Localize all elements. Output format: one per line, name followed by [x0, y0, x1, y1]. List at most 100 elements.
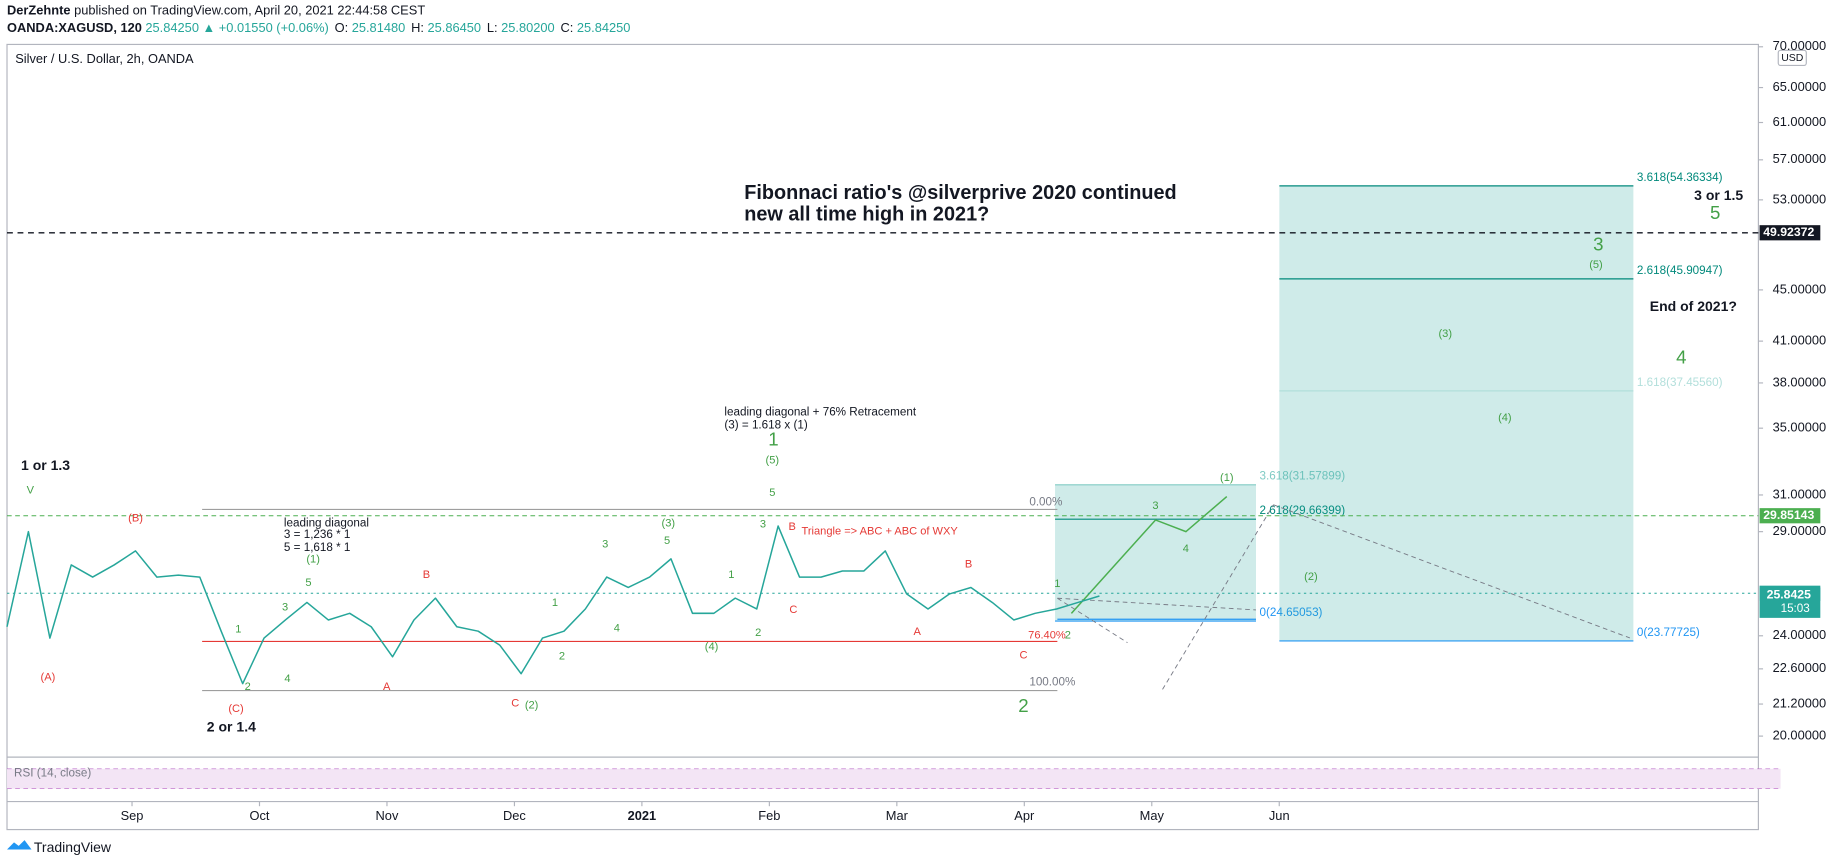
annotation: B — [423, 569, 430, 581]
annotation: (2) — [525, 700, 539, 712]
fib-label: 3.618(31.57899) — [1260, 470, 1346, 483]
quote-part: C: — [561, 21, 574, 36]
logo-icon — [7, 840, 32, 850]
fib-label: 1.618(37.45560) — [1637, 376, 1723, 389]
annotation: (A) — [41, 672, 56, 684]
fib-zone — [1279, 185, 1634, 641]
annotation: C — [511, 697, 519, 709]
annotation: 1 — [768, 428, 778, 449]
indicator-label: RSI (14, close) — [14, 767, 91, 780]
y-tick-label: 41.00000 — [1773, 333, 1827, 348]
x-tick-label: May — [1140, 808, 1165, 823]
annotation: 4 — [1676, 347, 1686, 368]
projection-dashed — [1057, 597, 1257, 611]
fib-zone — [1055, 484, 1256, 622]
annotation: 1 — [1054, 578, 1060, 590]
annotation: C — [1019, 649, 1027, 661]
annotation: 2 or 1.4 — [207, 719, 256, 735]
x-tick-label: 2021 — [628, 808, 657, 823]
annotation: 0.00% — [1029, 496, 1062, 509]
x-tick-label: Sep — [121, 808, 144, 823]
annotation: (2) — [1304, 571, 1318, 583]
price-line-series — [6, 525, 1100, 685]
annotation: (3) — [662, 517, 676, 529]
annotation: 2 — [1065, 630, 1071, 642]
quote-part: L: — [487, 21, 498, 36]
fib-label: 3.618(54.36334) — [1637, 171, 1723, 184]
quote-part: O: — [335, 21, 349, 36]
annotation: (4) — [705, 641, 719, 653]
annotation: (4) — [1498, 412, 1512, 424]
x-tick-label: Apr — [1014, 808, 1035, 823]
fib-label: 2.618(45.90947) — [1637, 264, 1723, 277]
price-tag-label: 29.85143 — [1763, 508, 1814, 522]
annotation: 2 — [755, 627, 761, 639]
annotation: (3) = 1.618 x (1) — [724, 418, 807, 431]
annotation: 3 — [1152, 500, 1158, 512]
annotation: 2 — [1018, 695, 1028, 716]
price-tag — [1759, 225, 1821, 241]
y-tick-label: 38.00000 — [1773, 374, 1827, 389]
annotation: new all time high in 2021? — [744, 203, 989, 225]
price-tag — [1759, 587, 1821, 618]
fib-label: 0(23.77725) — [1637, 626, 1700, 639]
annotation: End of 2021? — [1650, 298, 1737, 314]
annotation: 5 = 1,618 * 1 — [284, 541, 351, 554]
annotation: 76.40% — [1028, 630, 1066, 642]
annotation: (5) — [1589, 259, 1603, 271]
annotation: 3 — [760, 519, 766, 531]
annotation: 3 — [1593, 233, 1603, 254]
quote-part: 25.86450 — [427, 21, 481, 36]
projection-path — [1070, 496, 1228, 614]
footer: TradingView — [34, 839, 112, 855]
quote-part: 25.84250 ▲ +0.01550 (+0.06%) — [145, 21, 328, 36]
y-tick-label: 35.00000 — [1773, 420, 1827, 435]
y-tick-label: 22.60000 — [1773, 660, 1827, 675]
chart-frame — [6, 43, 1759, 831]
annotation: 100.00% — [1029, 675, 1075, 688]
x-tick-label: Oct — [250, 808, 270, 823]
quote-part: H: — [411, 21, 424, 36]
annotation: leading diagonal + 76% Retracement — [724, 406, 916, 419]
price-tag — [1759, 508, 1821, 524]
annotation: (1) — [306, 554, 320, 566]
annotation: leading diagonal — [284, 517, 369, 530]
annotation: 1 — [552, 597, 558, 609]
annotation: (B) — [128, 513, 143, 525]
quote-part: 25.84250 — [577, 21, 631, 36]
annotation: 1 — [235, 624, 241, 636]
price-tag-label: 25.8425 — [1767, 587, 1811, 601]
annotation: 5 — [769, 487, 775, 499]
annotation: B — [965, 558, 972, 570]
quote-part: 25.80200 — [501, 21, 555, 36]
annotation: 3 or 1.5 — [1694, 187, 1743, 203]
y-tick-label: 70.00000 — [1773, 38, 1827, 53]
annotation: Fibonnaci ratio's @silverprive 2020 cont… — [744, 182, 1176, 204]
annotation: C — [789, 604, 797, 616]
y-tick-label: 65.00000 — [1773, 79, 1827, 94]
chart-title: Silver / U.S. Dollar, 2h, OANDA — [15, 51, 194, 66]
annotation: 4 — [1183, 543, 1189, 555]
quote-part: 25.81480 — [352, 21, 406, 36]
annotation: 4 — [614, 623, 620, 635]
y-tick-label: 21.20000 — [1773, 695, 1827, 710]
rsi-band — [7, 768, 1781, 789]
quote-part: OANDA:XAGUSD, 120 — [7, 21, 142, 36]
annotation: 3 — [282, 602, 288, 614]
annotation: 4 — [284, 673, 290, 685]
published: published on TradingView.com, April 20, … — [74, 3, 425, 18]
projection-dashed — [1273, 504, 1631, 639]
annotation: 5 — [305, 577, 311, 589]
annotation: (5) — [766, 454, 780, 466]
annotation: Triangle => ABC + ABC of WXY — [802, 526, 959, 538]
quote-line: OANDA:XAGUSD, 120 25.84250 ▲ +0.01550 (+0… — [7, 21, 630, 36]
countdown: 15:03 — [1781, 602, 1810, 615]
y-tick-label: 31.00000 — [1773, 486, 1827, 501]
annotation: (3) — [1438, 328, 1452, 340]
annotation: (C) — [228, 703, 243, 715]
y-tick-label: 20.00000 — [1773, 727, 1827, 742]
y-tick-label: 29.00000 — [1773, 523, 1827, 538]
annotation: 3 — [602, 538, 608, 550]
annotation: V — [27, 485, 35, 497]
